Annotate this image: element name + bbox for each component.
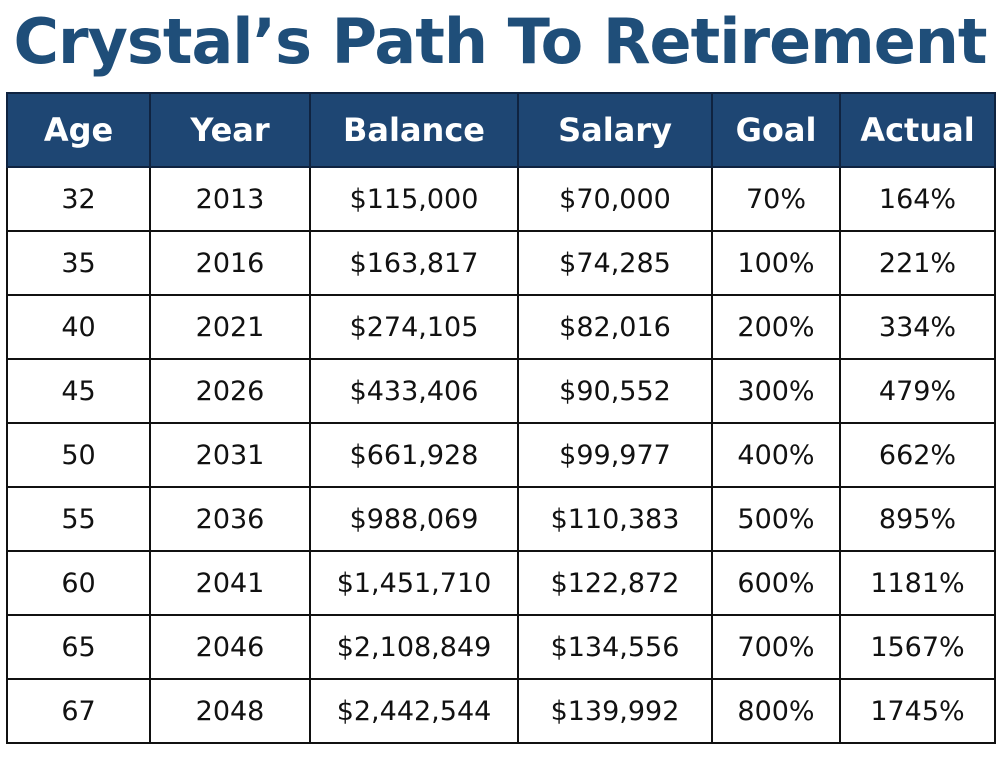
cell-goal: 700% [711,614,841,680]
cell-year: 2031 [149,422,311,488]
cell-actual: 1181% [839,550,996,616]
cell-salary: $139,992 [517,678,713,744]
table-row: 32 2013 $115,000 $70,000 70% 164% [6,166,996,232]
table-row: 67 2048 $2,442,544 $139,992 800% 1745% [6,678,996,744]
table-row: 45 2026 $433,406 $90,552 300% 479% [6,358,996,424]
cell-age: 32 [6,166,151,232]
cell-actual: 662% [839,422,996,488]
cell-balance: $115,000 [309,166,519,232]
cell-salary: $74,285 [517,230,713,296]
cell-age: 67 [6,678,151,744]
table-body: 32 2013 $115,000 $70,000 70% 164% 35 2016 $163,8… [6,166,996,744]
cell-goal: 200% [711,294,841,360]
cell-salary: $110,383 [517,486,713,552]
cell-balance: $274,105 [309,294,519,360]
chart-title: Crystal’s Path To Retirement [13,5,987,78]
cell-goal: 800% [711,678,841,744]
cell-year: 2013 [149,166,311,232]
cell-balance: $988,069 [309,486,519,552]
cell-actual: 221% [839,230,996,296]
column-header-actual: Actual [839,92,996,168]
retirement-table: Age Year Balance Salary Goal Actual 32 2013 $11… [6,92,996,744]
table-row: 50 2031 $661,928 $99,977 400% 662% [6,422,996,488]
table-row: 60 2041 $1,451,710 $122,872 600% 1181% [6,550,996,616]
table-row: 40 2021 $274,105 $82,016 200% 334% [6,294,996,360]
cell-age: 55 [6,486,151,552]
cell-age: 50 [6,422,151,488]
column-header-balance: Balance [309,92,519,168]
cell-actual: 1567% [839,614,996,680]
cell-age: 40 [6,294,151,360]
cell-actual: 479% [839,358,996,424]
table-row: 65 2046 $2,108,849 $134,556 700% 1567% [6,614,996,680]
cell-balance: $2,442,544 [309,678,519,744]
column-header-goal: Goal [711,92,841,168]
cell-goal: 70% [711,166,841,232]
table-row: 35 2016 $163,817 $74,285 100% 221% [6,230,996,296]
cell-goal: 500% [711,486,841,552]
cell-balance: $1,451,710 [309,550,519,616]
column-header-salary: Salary [517,92,713,168]
cell-age: 65 [6,614,151,680]
cell-balance: $2,108,849 [309,614,519,680]
cell-goal: 400% [711,422,841,488]
cell-salary: $90,552 [517,358,713,424]
cell-salary: $70,000 [517,166,713,232]
cell-salary: $99,977 [517,422,713,488]
column-header-year: Year [149,92,311,168]
cell-balance: $661,928 [309,422,519,488]
cell-actual: 164% [839,166,996,232]
cell-actual: 895% [839,486,996,552]
cell-actual: 1745% [839,678,996,744]
cell-year: 2026 [149,358,311,424]
cell-age: 35 [6,230,151,296]
column-header-age: Age [6,92,151,168]
cell-year: 2021 [149,294,311,360]
cell-age: 60 [6,550,151,616]
cell-salary: $122,872 [517,550,713,616]
cell-year: 2046 [149,614,311,680]
table-header-row: Age Year Balance Salary Goal Actual [6,92,996,168]
cell-year: 2016 [149,230,311,296]
cell-salary: $134,556 [517,614,713,680]
cell-goal: 300% [711,358,841,424]
cell-goal: 600% [711,550,841,616]
cell-year: 2041 [149,550,311,616]
cell-year: 2036 [149,486,311,552]
table-row: 55 2036 $988,069 $110,383 500% 895% [6,486,996,552]
cell-salary: $82,016 [517,294,713,360]
cell-goal: 100% [711,230,841,296]
cell-year: 2048 [149,678,311,744]
cell-balance: $163,817 [309,230,519,296]
cell-age: 45 [6,358,151,424]
cell-balance: $433,406 [309,358,519,424]
cell-actual: 334% [839,294,996,360]
